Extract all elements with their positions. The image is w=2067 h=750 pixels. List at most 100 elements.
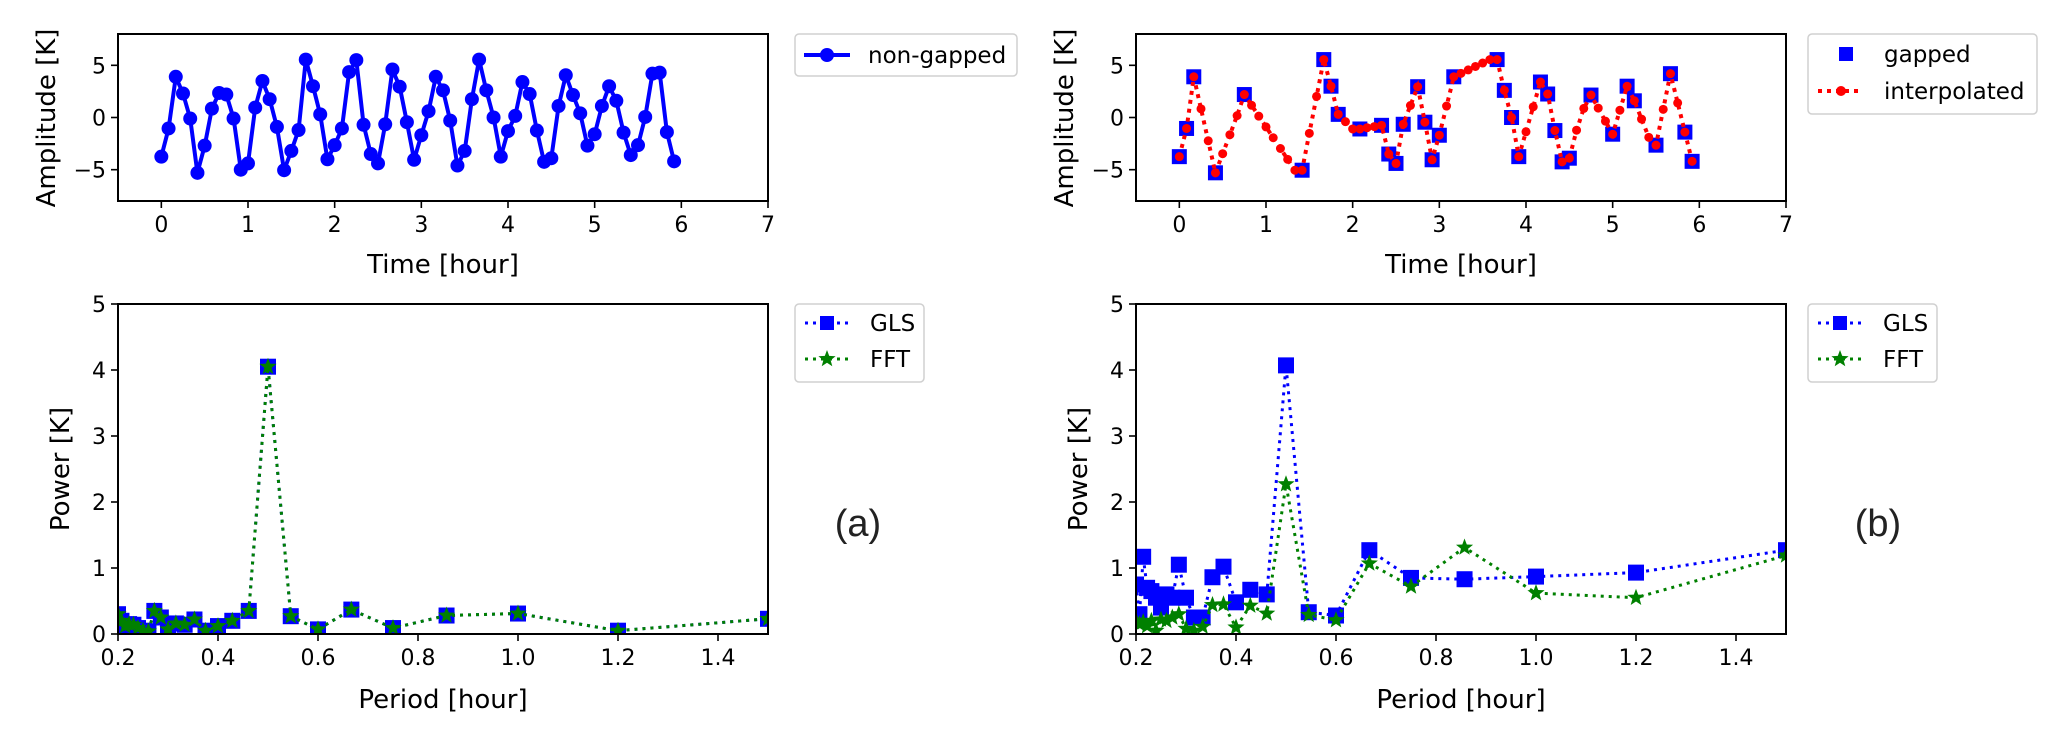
- data-point-interpolated: [1369, 122, 1379, 132]
- y-tick-label: 4: [92, 359, 106, 384]
- data-point-non-gapped: [219, 87, 234, 102]
- data-point-interpolated: [1507, 113, 1517, 122]
- data-point-interpolated: [1377, 120, 1387, 130]
- data-point-interpolated: [1572, 125, 1582, 135]
- y-tick-label: 5: [1110, 293, 1124, 318]
- y-tick-label: 3: [1110, 425, 1124, 450]
- data-point-non-gapped: [306, 79, 320, 94]
- data-point-interpolated: [1456, 68, 1466, 78]
- data-point-interpolated: [1665, 69, 1675, 79]
- x-tick-label: 4: [501, 213, 515, 238]
- data-point-fft: [1214, 595, 1233, 612]
- data-point-interpolated: [1593, 103, 1603, 113]
- axis-ticks: 0 1 2 3 4 5 6 7 −5 0 5: [74, 54, 775, 238]
- data-point-non-gapped: [443, 113, 458, 128]
- data-point-interpolated: [1196, 104, 1206, 114]
- axes-frame: [1135, 303, 1787, 635]
- x-tick-label: 5: [1606, 213, 1620, 238]
- data-point-interpolated: [1210, 168, 1220, 178]
- data-point-gls: [1258, 586, 1275, 603]
- data-point-interpolated: [1600, 116, 1610, 126]
- data-point-interpolated: [1622, 81, 1632, 91]
- data-point-interpolated: [1673, 98, 1683, 108]
- legend-fft-star-icon: [1831, 350, 1849, 367]
- data-point-interpolated: [1283, 154, 1293, 164]
- data-point-interpolated: [1463, 65, 1473, 75]
- data-point-non-gapped: [501, 124, 515, 139]
- legend-box: [794, 33, 1018, 77]
- data-point-interpolated: [1427, 155, 1437, 165]
- data-point-fft: [1777, 546, 1786, 563]
- x-tick-label: 6: [674, 213, 688, 238]
- y-tick-label: 5: [92, 293, 106, 318]
- data-point-interpolated: [1608, 129, 1618, 139]
- x-tick-label: 5: [588, 213, 602, 238]
- x-tick-label: 1.0: [1519, 646, 1554, 671]
- data-point-non-gapped: [421, 104, 436, 119]
- x-tick-label: 7: [1779, 213, 1793, 238]
- data-point-interpolated: [1680, 127, 1690, 137]
- data-point-interpolated: [1268, 133, 1278, 143]
- plot-bottom-left-periodogram: 0.2 0.4 0.6 0.8 1.0 1.2 1.4 0 1 2 3 4 5 Period [hour…: [46, 293, 925, 715]
- data-point-non-gapped: [291, 123, 306, 138]
- data-point-interpolated: [1290, 165, 1300, 175]
- data-point-non-gapped: [334, 121, 349, 136]
- axis-ticks: 0 1 2 3 4 5 6 7 −5 0 5: [1092, 54, 1793, 238]
- data-point-non-gapped: [399, 115, 414, 130]
- y-tick-label: −5: [74, 159, 106, 184]
- y-tick-label: 5: [92, 54, 106, 79]
- data-point-fft: [176, 615, 194, 632]
- data-point-fft: [1227, 618, 1245, 634]
- data-point-interpolated: [1644, 132, 1654, 142]
- data-point-interpolated: [1637, 114, 1647, 124]
- data-point-interpolated: [1355, 124, 1365, 134]
- data-point-fft: [1185, 621, 1203, 634]
- data-point-interpolated: [1362, 123, 1372, 133]
- data-point-interpolated: [1239, 90, 1249, 100]
- data-point-non-gapped: [616, 125, 631, 140]
- legend-gapped-square-icon: [1839, 47, 1853, 61]
- data-point-non-gapped: [587, 127, 602, 142]
- data-point-fft: [1456, 538, 1474, 555]
- legend-label-gls: GLS: [1883, 311, 1928, 337]
- plot-top-left-time-series: 0 1 2 3 4 5 6 7 −5 0 5 Time [hour] Amplitude [K] n…: [32, 29, 1018, 280]
- data-point-fft: [438, 606, 456, 623]
- data-point-interpolated: [1651, 140, 1661, 150]
- data-point-fft: [129, 619, 147, 634]
- data-point-interpolated: [1261, 122, 1271, 132]
- y-tick-label: 0: [92, 107, 106, 132]
- data-point-non-gapped: [667, 154, 682, 169]
- data-point-gls: [1136, 606, 1148, 623]
- data-point-interpolated: [1348, 124, 1358, 134]
- data-point-fft: [1177, 619, 1195, 634]
- panel-label-b: (b): [1855, 503, 1901, 545]
- y-tick-label: 0: [1110, 107, 1124, 132]
- data-point-interpolated: [1658, 104, 1668, 114]
- data-point-non-gapped: [349, 53, 364, 68]
- data-point-interpolated: [1586, 90, 1596, 100]
- x-tick-label: 0.2: [101, 646, 136, 671]
- data-point-non-gapped: [168, 69, 183, 84]
- data-point-fft: [152, 608, 170, 625]
- legend-fft-star-icon: [818, 350, 836, 367]
- legend-label-fft: FFT: [1883, 347, 1924, 373]
- data-point-interpolated: [1333, 109, 1343, 119]
- data-point-gls: [1170, 556, 1187, 573]
- data-point-gls: [1228, 594, 1244, 611]
- data-point-interpolated: [1615, 105, 1625, 115]
- data-point-fft: [196, 621, 215, 634]
- data-point-non-gapped: [371, 156, 385, 171]
- data-point-fft: [139, 622, 157, 634]
- data-point-non-gapped: [515, 75, 530, 90]
- data-point-fft: [1142, 611, 1160, 629]
- data-point-interpolated: [1564, 153, 1574, 163]
- y-tick-label: 3: [92, 425, 106, 450]
- data-point-non-gapped: [161, 121, 176, 136]
- data-point-non-gapped: [544, 151, 559, 166]
- data-point-interpolated: [1413, 82, 1423, 92]
- data-point-interpolated: [1449, 72, 1459, 82]
- data-point-interpolated: [1535, 77, 1545, 87]
- data-point-non-gapped: [457, 143, 472, 158]
- data-point-interpolated: [1543, 89, 1553, 99]
- data-point-non-gapped: [313, 107, 328, 122]
